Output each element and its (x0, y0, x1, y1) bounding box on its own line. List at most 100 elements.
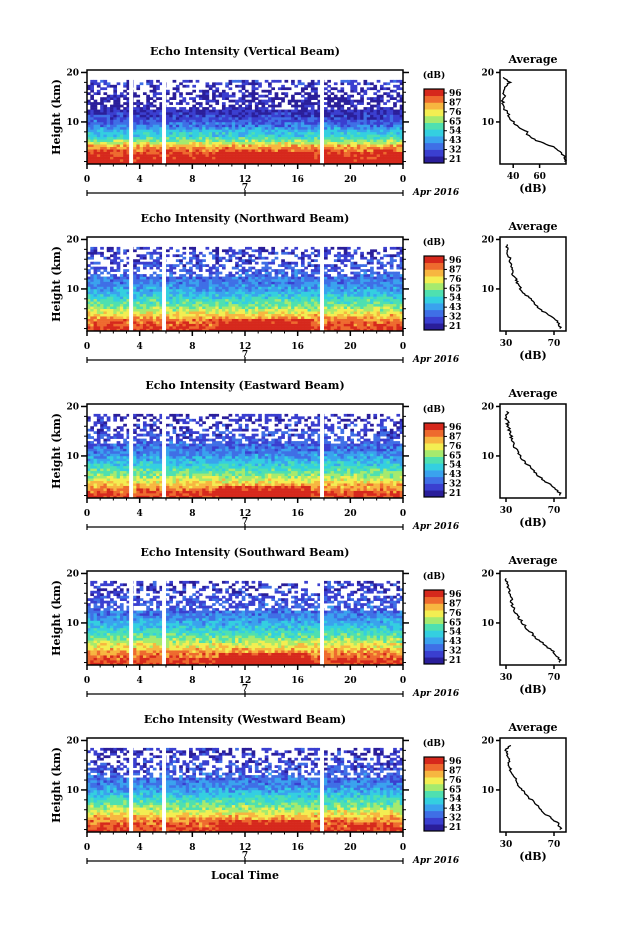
heatmap-cell (291, 159, 295, 162)
heatmap-cell (103, 256, 108, 260)
heatmap-cell (221, 114, 226, 118)
heatmap-cell (333, 321, 338, 324)
heatmap-cell (202, 286, 206, 290)
heatmap-cell (156, 154, 160, 157)
heatmap-cell (356, 99, 361, 103)
heatmap-cell (330, 112, 335, 115)
heatmap-cell (133, 249, 137, 253)
heatmap-cell (116, 326, 121, 329)
heatmap-cell (264, 326, 269, 329)
heatmap-cell (231, 79, 236, 83)
heatmap-cell (119, 139, 124, 143)
heatmap-cell (317, 279, 322, 282)
heatmap-cell (317, 318, 322, 322)
heatmap-cell (238, 119, 243, 123)
heatmap-cell (93, 104, 98, 108)
heatmap-cell (126, 146, 131, 150)
heatmap-cell (198, 296, 203, 300)
heatmap-cell (221, 92, 226, 96)
heatmap-cell (327, 149, 331, 152)
heatmap-cell (225, 296, 229, 300)
heatmap-cell (182, 266, 187, 270)
heatmap-cell (314, 323, 318, 327)
heatmap-cell (241, 82, 246, 86)
heatmap-cell (110, 259, 114, 263)
heatmap-cell (205, 276, 210, 280)
heatmap-cell (93, 301, 98, 305)
heatmap-cell (314, 269, 318, 272)
heatmap-cell (90, 151, 94, 155)
heatmap-cell (379, 112, 384, 115)
heatmap-cell (90, 303, 94, 307)
heatmap-cell (251, 303, 256, 307)
average-x-tick-label: 60 (533, 172, 546, 182)
heatmap-cell (258, 117, 262, 120)
heatmap-cell (317, 109, 322, 113)
heatmap-cell (373, 159, 378, 162)
heatmap-cell (103, 323, 108, 327)
heatmap-cell (215, 313, 220, 317)
heatmap-cell (310, 316, 315, 319)
heatmap-cell (347, 107, 351, 110)
heatmap-cell (393, 149, 397, 152)
heatmap-cell (119, 311, 124, 314)
heatmap-cell (110, 121, 114, 125)
heatmap-cell (192, 251, 197, 255)
heatmap-cell (221, 156, 226, 160)
heatmap-cell (327, 117, 331, 120)
heatmap-cell (126, 102, 131, 105)
heatmap-cell (172, 313, 177, 317)
heatmap-cell (159, 303, 164, 307)
heatmap-cell (221, 323, 226, 327)
heatmap-cell (235, 286, 239, 290)
heatmap-cell (113, 139, 118, 143)
heatmap-cell (152, 303, 157, 307)
heatmap-cell (152, 146, 157, 150)
heatmap-cell (277, 97, 282, 100)
heatmap-cell (268, 82, 272, 86)
heatmap-cell (300, 87, 305, 91)
heatmap-cell (330, 131, 335, 135)
heatmap-cell (343, 114, 348, 118)
average-title: Average (507, 53, 557, 66)
heatmap-cell (294, 161, 299, 165)
heatmap-cell (113, 269, 118, 272)
heatmap-cell (363, 144, 368, 147)
heatmap-cell (304, 126, 308, 130)
heatmap-cell (208, 126, 213, 130)
heatmap-cell (337, 112, 341, 115)
heatmap-cell (376, 99, 381, 103)
heatmap-cell (119, 323, 124, 327)
heatmap-cell (96, 114, 101, 118)
heatmap-cell (294, 104, 299, 108)
heatmap-cell (159, 146, 164, 150)
heatmap-cell (166, 276, 170, 280)
heatmap-cell (399, 119, 404, 123)
heatmap-cell (189, 144, 193, 147)
heatmap-cell (136, 129, 141, 133)
heatmap-cell (175, 136, 180, 140)
heatmap-cell (314, 313, 318, 317)
heatmap-cell (96, 146, 101, 150)
heatmap-cell (156, 251, 160, 255)
heatmap-cell (241, 146, 246, 150)
heatmap-cell (297, 298, 302, 302)
heatmap-cell (241, 79, 246, 83)
heatmap-cell (166, 316, 170, 319)
heatmap-cell (198, 126, 203, 130)
heatmap-cell (198, 102, 203, 105)
heatmap-cell (175, 296, 180, 300)
heatmap-cell (126, 286, 131, 290)
heatmap-cell (264, 271, 269, 275)
heatmap-cell (297, 286, 302, 290)
heatmap-cell (113, 291, 118, 295)
heatmap-cell (215, 129, 220, 133)
heatmap-cell (198, 141, 203, 145)
heatmap-cell (307, 141, 312, 145)
heatmap-cell (100, 109, 104, 113)
heatmap-cell (182, 288, 187, 292)
heatmap-cell (228, 301, 233, 305)
heatmap-cell (126, 328, 131, 332)
heatmap-cell (96, 326, 101, 329)
heatmap-cell (324, 326, 328, 329)
